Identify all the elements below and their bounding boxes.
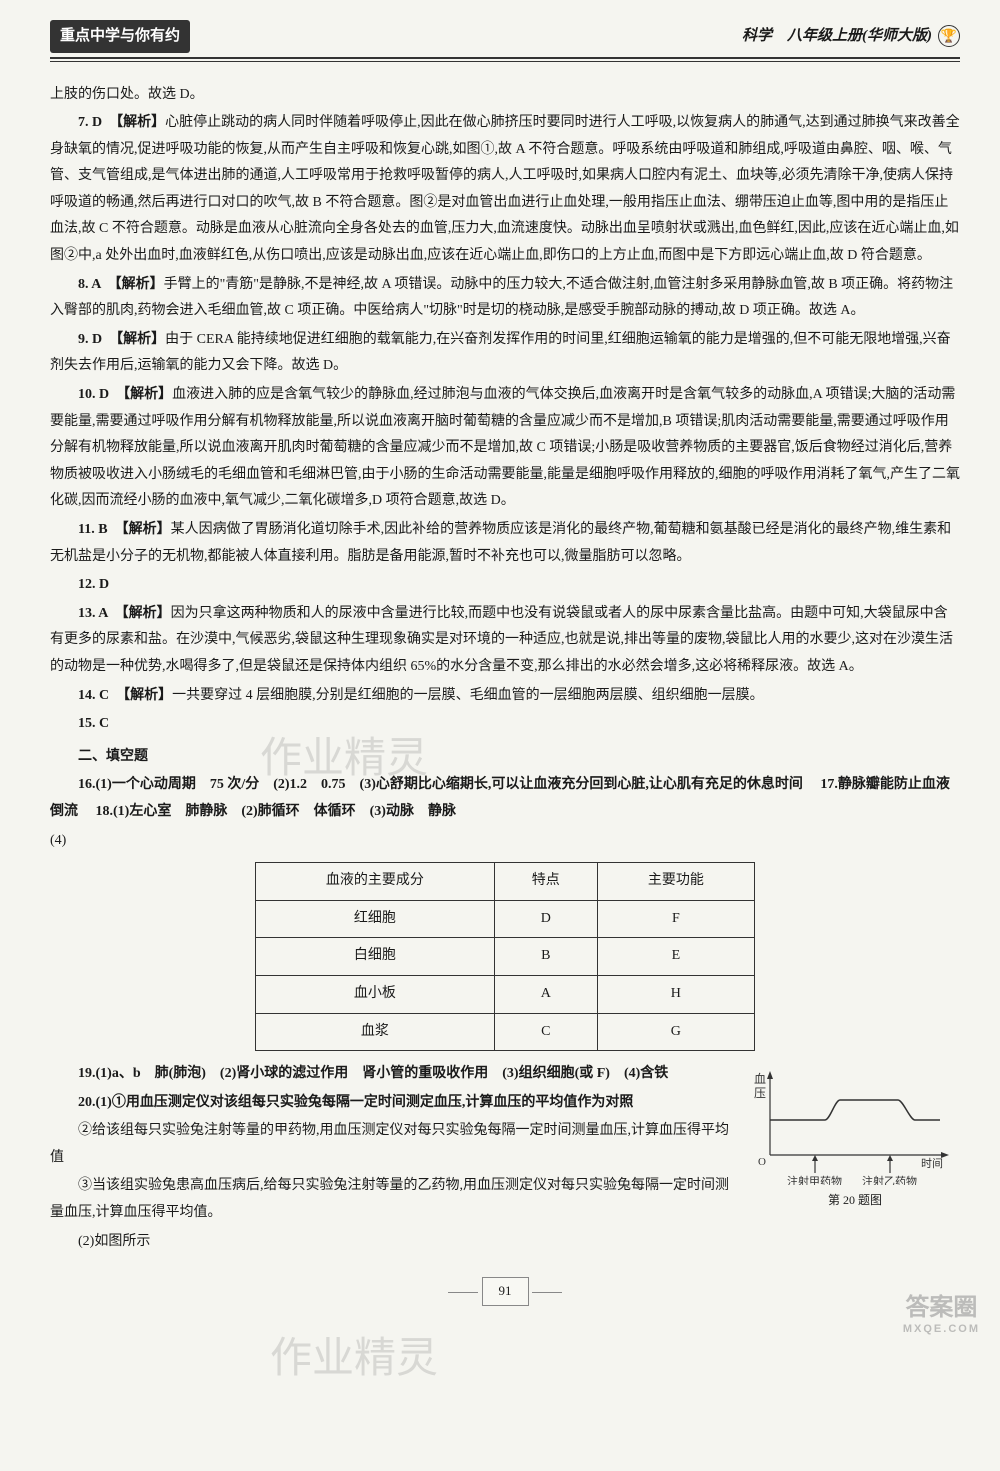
answer-text-14: 一共要穿过 4 层细胞膜,分别是红细胞的一层膜、毛细血管的一层细胞两层膜、组织细… xyxy=(172,688,764,703)
table-row: 白细胞 B E xyxy=(256,938,755,976)
answer-label-7: 7. D 【解析】 xyxy=(78,115,165,130)
answer-18-sub4: (4) xyxy=(50,828,960,855)
answer-text-13: 因为只拿这两种物质和人的尿液中含量进行比较,而题中也没有说袋鼠或者人的尿中尿素含… xyxy=(50,606,953,674)
page-number-container: 91 xyxy=(50,1277,960,1306)
answer-text-8: 手臂上的"青筋"是静脉,不是神经,故 A 项错误。动脉中的压力较大,不适合做注射… xyxy=(50,277,953,319)
table-cell: E xyxy=(597,938,754,976)
table-row: 红细胞 D F xyxy=(256,900,755,938)
table-row: 血浆 C G xyxy=(256,1013,755,1051)
answer-label-15: 15. C xyxy=(78,716,109,731)
trophy-icon: 🏆 xyxy=(938,25,960,47)
answer-12: 12. D xyxy=(50,572,960,599)
answer-label-11: 11. B 【解析】 xyxy=(78,522,171,537)
svg-text:血: 血 xyxy=(754,1072,766,1086)
table-header: 主要功能 xyxy=(597,863,754,901)
table-cell: D xyxy=(494,900,597,938)
page-number: 91 xyxy=(482,1277,529,1306)
chart-box: O 血压时间注射甲药物 注射乙药物 xyxy=(750,1065,950,1185)
table-cell: 白细胞 xyxy=(256,938,495,976)
answer-15: 15. C xyxy=(50,711,960,738)
table-cell: C xyxy=(494,1013,597,1051)
ans-18: 18.(1)左心室 肺静脉 (2)肺循环 体循环 (3)动脉 静脉 xyxy=(96,804,456,819)
chart-q20: O 血压时间注射甲药物 注射乙药物 第 20 题图 xyxy=(750,1065,960,1212)
chart-caption: 第 20 题图 xyxy=(750,1189,960,1212)
svg-text:压: 压 xyxy=(754,1086,766,1100)
answer-text-10: 血液进入肺的应是含氧气较少的静脉血,经过肺泡与血液的气体交换后,血液离开时是含氧… xyxy=(50,387,960,508)
answer-text-11: 某人因病做了胃肠消化道切除手术,因此补给的营养物质应该是消化的最终产物,葡萄糖和… xyxy=(50,522,951,564)
table-cell: H xyxy=(597,975,754,1013)
answer-16-17-18: 16.(1)一个心动周期 75 次/分 (2)1.2 0.75 (3)心舒期比心… xyxy=(50,772,960,825)
answer-label-8: 8. A 【解析】 xyxy=(78,277,164,292)
answer-9: 9. D 【解析】由于 CERA 能持续地促进红细胞的载氧能力,在兴奋剂发挥作用… xyxy=(50,327,960,380)
page-header: 重点中学与你有约 科学 八年级上册(华师大版) 🏆 xyxy=(50,20,960,59)
table-header-row: 血液的主要成分 特点 主要功能 xyxy=(256,863,755,901)
table-row: 血小板 A H xyxy=(256,975,755,1013)
answer-8: 8. A 【解析】手臂上的"青筋"是静脉,不是神经,故 A 项错误。动脉中的压力… xyxy=(50,272,960,325)
ans-20-1: 20.(1)①用血压测定仪对该组每只实验兔每隔一定时间测定血压,计算血压的平均值… xyxy=(78,1095,633,1110)
answer-label-10: 10. D 【解析】 xyxy=(78,387,172,402)
ans-19: 19.(1)a、b 肺(肺泡) (2)肾小球的滤过作用 肾小管的重吸收作用 (3… xyxy=(78,1066,668,1081)
table-cell: A xyxy=(494,975,597,1013)
ans-16: 16.(1)一个心动周期 75 次/分 (2)1.2 0.75 (3)心舒期比心… xyxy=(78,777,817,792)
answer-paragraph: 上肢的伤口处。故选 D。 xyxy=(50,82,960,109)
header-subject: 科学 八年级上册(华师大版) xyxy=(742,22,932,51)
blood-pressure-chart: O 血压时间注射甲药物 注射乙药物 xyxy=(750,1065,950,1185)
answer-label-13: 13. A 【解析】 xyxy=(78,606,171,621)
logo-bottom: MXQE.COM xyxy=(903,1323,980,1336)
section-heading-2: 二、填空题 xyxy=(50,744,960,771)
header-badge: 重点中学与你有约 xyxy=(50,20,190,53)
answer-label-9: 9. D 【解析】 xyxy=(78,332,165,347)
table-cell: 红细胞 xyxy=(256,900,495,938)
blood-composition-table: 血液的主要成分 特点 主要功能 红细胞 D F 白细胞 B E 血小板 A H xyxy=(255,862,755,1051)
watermark-text: 作业精灵 xyxy=(270,1320,438,1400)
answer-20-4: (2)如图所示 xyxy=(50,1229,960,1256)
table-cell: 血小板 xyxy=(256,975,495,1013)
table-header: 血液的主要成分 xyxy=(256,863,495,901)
svg-text:注射甲药物: 注射甲药物 xyxy=(787,1174,842,1185)
svg-text:O: O xyxy=(758,1156,766,1168)
answer-text-9: 由于 CERA 能持续地促进红细胞的载氧能力,在兴奋剂发挥作用的时间里,红细胞运… xyxy=(50,332,951,374)
table-cell: F xyxy=(597,900,754,938)
table-cell: 血浆 xyxy=(256,1013,495,1051)
answer-label-12: 12. D xyxy=(78,577,109,592)
table-cell: G xyxy=(597,1013,754,1051)
header-right: 科学 八年级上册(华师大版) 🏆 xyxy=(742,22,960,51)
header-left: 重点中学与你有约 xyxy=(50,20,190,53)
answer-11: 11. B 【解析】某人因病做了胃肠消化道切除手术,因此补给的营养物质应该是消化… xyxy=(50,517,960,570)
answer-text-7: 心脏停止跳动的病人同时伴随着呼吸停止,因此在做心肺挤压时要同时进行人工呼吸,以恢… xyxy=(50,115,960,263)
table-cell: B xyxy=(494,938,597,976)
answer-10: 10. D 【解析】血液进入肺的应是含氧气较少的静脉血,经过肺泡与血液的气体交换… xyxy=(50,382,960,515)
main-content: 上肢的伤口处。故选 D。 7. D 【解析】心脏停止跳动的病人同时伴随着呼吸停止… xyxy=(50,82,960,1258)
svg-text:注射乙药物: 注射乙药物 xyxy=(862,1174,917,1185)
answer-label-14: 14. C 【解析】 xyxy=(78,688,172,703)
svg-text:时间: 时间 xyxy=(921,1157,943,1170)
table-header: 特点 xyxy=(494,863,597,901)
answer-7: 7. D 【解析】心脏停止跳动的病人同时伴随着呼吸停止,因此在做心肺挤压时要同时… xyxy=(50,110,960,270)
answer-14: 14. C 【解析】一共要穿过 4 层细胞膜,分别是红细胞的一层膜、毛细血管的一… xyxy=(50,683,960,710)
header-divider xyxy=(50,61,960,62)
answer-13: 13. A 【解析】因为只拿这两种物质和人的尿液中含量进行比较,而题中也没有说袋… xyxy=(50,601,960,681)
